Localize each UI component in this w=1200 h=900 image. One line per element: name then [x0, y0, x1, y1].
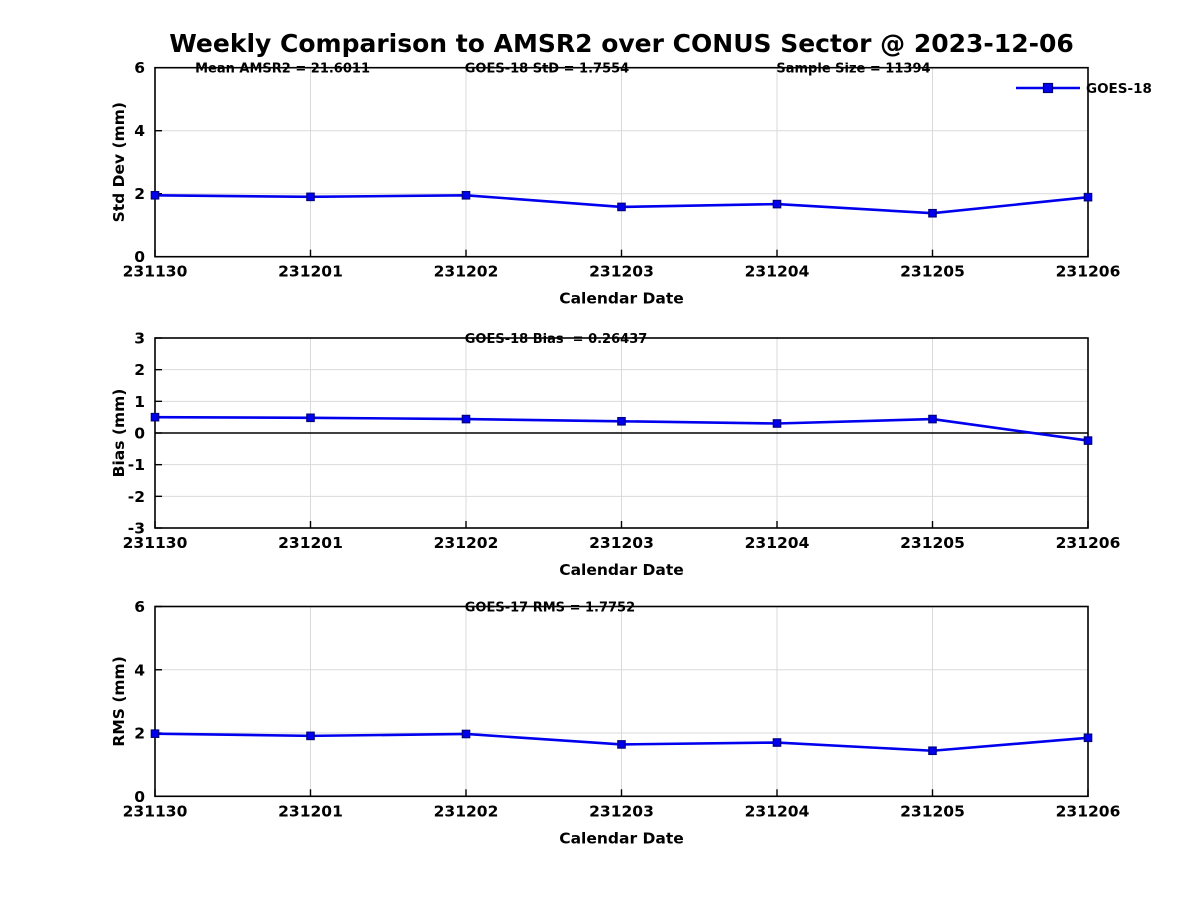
chart-bias: -3 -2 -1 0 1 2 3 231130 231201 231202 231203 231204… — [110, 330, 1120, 580]
x-tick-label: 231201 — [278, 263, 343, 281]
figure-title: Weekly Comparison to AMSR2 over CONUS Se… — [169, 29, 1074, 58]
data-point-marker — [306, 413, 315, 423]
data-point-marker — [772, 738, 782, 747]
y-tick-label: 2 — [134, 361, 145, 379]
annotation: GOES-18 Bias = 0.26437 — [465, 332, 648, 347]
y-axis-label: Bias (mm) — [110, 389, 128, 478]
data-point-marker — [1083, 192, 1093, 202]
x-tick-label: 231203 — [589, 263, 654, 281]
annotation: Sample Size = 11394 — [776, 62, 930, 77]
data-point-marker — [772, 199, 782, 209]
x-tick-label: 231206 — [1056, 802, 1121, 820]
y-tick-label: 6 — [134, 598, 145, 616]
y-tick-label: -1 — [128, 456, 145, 474]
x-tick-label: 231202 — [434, 534, 499, 552]
y-tick-label: 0 — [134, 425, 145, 443]
chart-std-dev: 0 2 4 6 231130 231201 231202 231203 231204 231205… — [110, 59, 1152, 308]
x-tick-label: 231202 — [434, 802, 499, 820]
x-axis-label: Calendar Date — [559, 829, 684, 847]
x-tick-label: 231204 — [745, 802, 810, 820]
data-point-marker — [461, 729, 471, 739]
data-point-marker — [306, 731, 315, 741]
y-tick-label: -3 — [128, 520, 145, 538]
y-tick-label: 4 — [134, 661, 145, 679]
y-tick-label: 0 — [134, 788, 145, 806]
legend-marker-icon — [1042, 82, 1054, 94]
y-tick-label: 2 — [134, 185, 145, 203]
y-tick-label: 0 — [134, 248, 145, 266]
x-tick-label: 231204 — [745, 263, 810, 281]
annotation: GOES-18 StD = 1.7554 — [465, 62, 629, 77]
data-point-marker — [617, 202, 626, 212]
y-tick-label: -2 — [128, 488, 145, 506]
x-tick-label: 231202 — [434, 263, 499, 281]
x-tick-label: 231203 — [589, 802, 654, 820]
x-tick-label: 231205 — [900, 534, 965, 552]
data-point-marker — [928, 414, 937, 424]
data-point-marker — [150, 412, 160, 422]
data-point-marker — [1083, 436, 1093, 445]
y-axis-label: Std Dev (mm) — [110, 102, 128, 222]
y-tick-label: 6 — [134, 59, 145, 77]
y-tick-label: 2 — [134, 725, 145, 743]
data-point-marker — [150, 729, 160, 738]
data-point-marker — [150, 190, 160, 200]
data-point-marker — [461, 414, 471, 424]
data-point-marker — [461, 190, 471, 200]
x-tick-label: 231201 — [278, 534, 343, 552]
x-tick-label: 231203 — [589, 534, 654, 552]
x-tick-label: 231130 — [123, 802, 188, 820]
x-tick-label: 231205 — [900, 263, 965, 281]
chart-rms: 0 2 4 6 231130 231201 231202 231203 231204 231205… — [110, 598, 1120, 847]
x-tick-label: 231205 — [900, 802, 965, 820]
x-tick-label: 231206 — [1056, 534, 1121, 552]
x-tick-label: 231130 — [123, 534, 188, 552]
y-tick-label: 4 — [134, 122, 145, 140]
y-tick-label: 3 — [134, 330, 145, 348]
x-tick-label: 231130 — [123, 263, 188, 281]
legend-label: GOES-18 — [1086, 81, 1152, 97]
data-point-marker — [306, 192, 315, 202]
data-point-marker — [928, 208, 937, 218]
data-point-marker — [928, 746, 937, 756]
x-axis-label: Calendar Date — [559, 561, 684, 579]
data-point-marker — [1083, 733, 1093, 743]
x-axis-label: Calendar Date — [559, 290, 684, 308]
x-tick-label: 231204 — [745, 534, 810, 552]
annotation: GOES-17 RMS = 1.7752 — [465, 600, 635, 615]
x-tick-label: 231201 — [278, 802, 343, 820]
y-tick-label: 1 — [134, 393, 145, 411]
x-tick-label: 231206 — [1056, 263, 1121, 281]
annotation: Mean AMSR2 = 21.6011 — [195, 62, 370, 77]
data-point-marker — [617, 416, 626, 426]
data-point-marker — [617, 740, 626, 749]
y-axis-label: RMS (mm) — [110, 656, 128, 746]
data-point-marker — [772, 419, 782, 428]
